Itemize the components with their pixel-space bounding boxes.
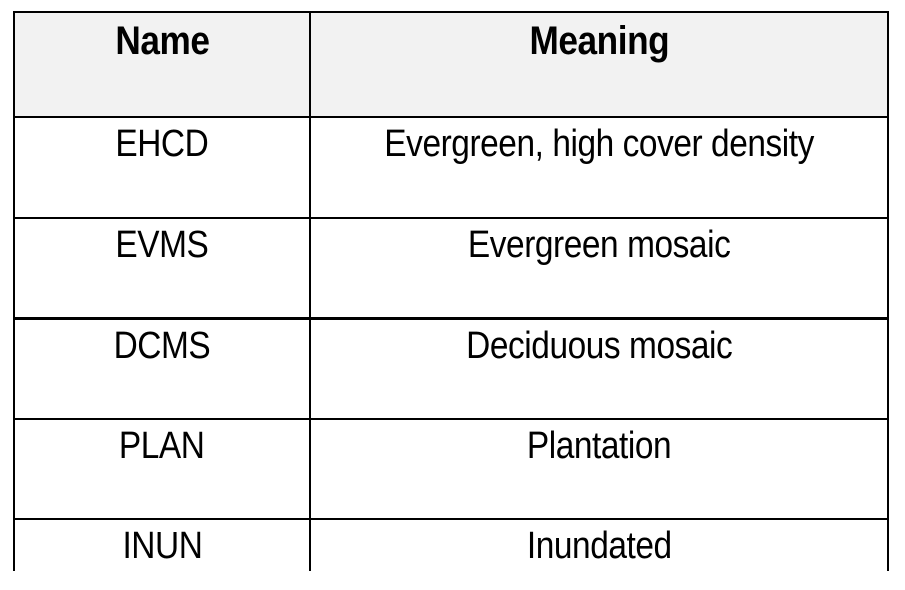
cell-meaning-text: Evergreen mosaic	[467, 224, 731, 266]
cell-meaning: Inundated	[311, 520, 887, 571]
cell-meaning: Deciduous mosaic	[311, 320, 887, 418]
table-row: DCMS Deciduous mosaic	[15, 320, 887, 420]
cell-name-text: DCMS	[113, 325, 211, 367]
cell-name: EVMS	[15, 219, 311, 317]
cell-name: DCMS	[15, 320, 311, 418]
header-meaning: Meaning	[311, 13, 887, 116]
cell-meaning: Plantation	[311, 420, 887, 518]
cell-name: EHCD	[15, 118, 311, 217]
cell-meaning: Evergreen mosaic	[311, 219, 887, 317]
cell-meaning: Evergreen, high cover density	[311, 118, 887, 217]
cell-name-text: INUN	[122, 525, 202, 567]
table-header-row: Name Meaning	[15, 13, 887, 118]
header-meaning-label: Meaning	[529, 19, 669, 63]
cell-name: PLAN	[15, 420, 311, 518]
legend-table: Name Meaning EHCD Evergreen, high cover …	[13, 11, 889, 571]
table-row: PLAN Plantation	[15, 420, 887, 520]
cell-meaning-text: Evergreen, high cover density	[384, 123, 814, 165]
cell-name-text: EVMS	[115, 224, 209, 266]
cell-name-text: EHCD	[115, 123, 209, 165]
cell-meaning-text: Plantation	[526, 425, 672, 467]
cell-meaning-text: Deciduous mosaic	[465, 325, 733, 367]
header-name-label: Name	[114, 19, 210, 63]
header-name: Name	[15, 13, 311, 116]
cell-name-text: PLAN	[119, 425, 205, 467]
table-row: INUN Inundated	[15, 520, 887, 571]
table-row: EHCD Evergreen, high cover density	[15, 118, 887, 219]
cell-meaning-text: Inundated	[526, 525, 672, 567]
cell-name: INUN	[15, 520, 311, 571]
table-row: EVMS Evergreen mosaic	[15, 219, 887, 320]
